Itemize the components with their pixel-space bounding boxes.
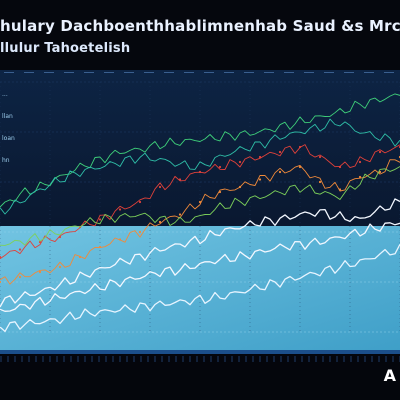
data-point [98,245,102,249]
data-point [338,188,342,191]
data-point [218,165,222,169]
series-group [0,93,400,333]
data-point [258,178,262,181]
top-tick [144,72,154,73]
series-line [0,166,400,246]
top-tick [304,72,314,73]
y-axis-label: loan [2,135,15,142]
top-tick [164,72,174,73]
data-point [318,180,322,184]
data-point [318,155,322,159]
footer-accent [0,350,400,354]
data-point [78,255,82,259]
data-point [358,175,362,179]
data-point [358,160,362,164]
top-tick [284,72,294,73]
data-point [158,185,162,189]
data-point [298,165,302,169]
data-point [178,213,182,216]
y-axis-labels: ... llan loan hn [2,91,15,164]
top-tick [224,72,234,73]
data-point [178,178,182,181]
data-point [38,240,42,244]
data-point [278,150,282,154]
top-tick [344,72,354,73]
data-point [338,165,342,169]
data-point [138,230,142,234]
data-point [278,170,282,174]
y-axis-label: hn [2,157,10,164]
data-point [238,160,242,164]
data-point [378,170,382,174]
data-point [98,218,102,221]
top-tick [204,72,214,73]
top-tick [64,72,74,73]
top-tick [84,72,94,73]
top-tick [364,72,374,73]
top-tick [244,72,254,73]
x-axis-ticks [4,72,394,73]
top-tick [44,72,54,73]
top-tick [184,72,194,73]
upper-panel [0,70,400,226]
series-line [0,222,400,312]
brand-logo: A [383,366,396,385]
top-tick [124,72,134,73]
data-point [378,150,382,154]
data-point [258,155,262,159]
data-point [118,208,122,211]
data-point [58,265,62,269]
y-axis-label: ... [2,91,8,98]
footer-ticks [0,356,400,362]
top-tick [24,72,34,73]
data-point [0,280,2,284]
series-line [0,93,400,208]
top-tick [4,72,14,73]
data-point [38,270,42,274]
data-point [198,200,202,204]
top-tick [324,72,334,73]
data-point [198,170,202,174]
top-tick [104,72,114,73]
series-line [0,243,400,333]
data-point [158,220,162,224]
y-axis-label: llan [2,113,13,120]
data-point [218,190,222,194]
series-line [0,198,400,308]
chart-title: hulary Dachboenthhablimnenhab Saud &s Mr… [0,17,400,35]
data-point [0,255,2,259]
data-point [18,275,22,279]
data-point [138,200,142,204]
footer-bar [0,350,400,400]
data-point [18,248,22,251]
data-point [118,238,122,241]
series-line [0,159,400,285]
lower-panel [0,226,400,350]
series-line [0,118,400,215]
chart-subtitle: llulur Tahoetelish [0,41,131,56]
top-tick [384,72,394,73]
top-tick [264,72,274,73]
data-point [58,235,62,239]
line-chart: ... llan loan hn [0,70,400,350]
data-point [238,185,242,189]
data-point [298,145,302,149]
